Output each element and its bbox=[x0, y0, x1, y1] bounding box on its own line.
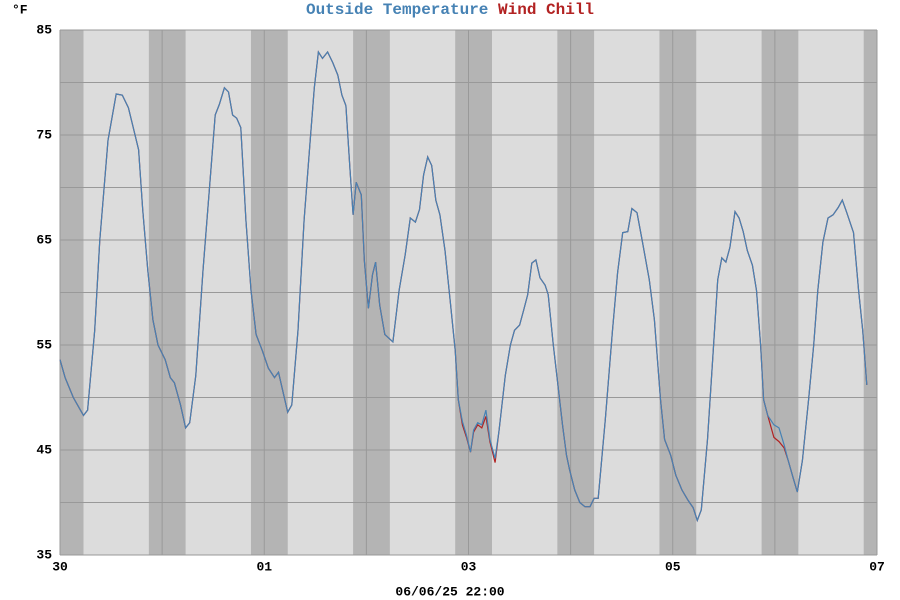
x-axis-label: 06/06/25 22:00 bbox=[395, 584, 504, 599]
chart-title: Outside Temperature Wind Chill bbox=[306, 1, 594, 19]
y-tick-label: 55 bbox=[36, 337, 52, 352]
legend-entry: Wind Chill bbox=[498, 1, 594, 19]
line-series bbox=[59, 50, 868, 523]
y-tick-label: 75 bbox=[36, 127, 52, 142]
y-tick-label: 65 bbox=[36, 232, 52, 247]
x-tick-label: 03 bbox=[461, 559, 477, 574]
x-tick-label: 05 bbox=[665, 559, 681, 574]
x-tick-label: 30 bbox=[52, 559, 68, 574]
y-tick-label: 35 bbox=[36, 547, 52, 562]
legend-entry: Outside Temperature bbox=[306, 1, 488, 19]
x-tick-label: 01 bbox=[256, 559, 272, 574]
y-tick-label: 45 bbox=[36, 442, 52, 457]
y-tick-label: 85 bbox=[36, 22, 52, 37]
x-tick-label: 07 bbox=[869, 559, 885, 574]
y-axis-label: °F bbox=[12, 2, 28, 17]
